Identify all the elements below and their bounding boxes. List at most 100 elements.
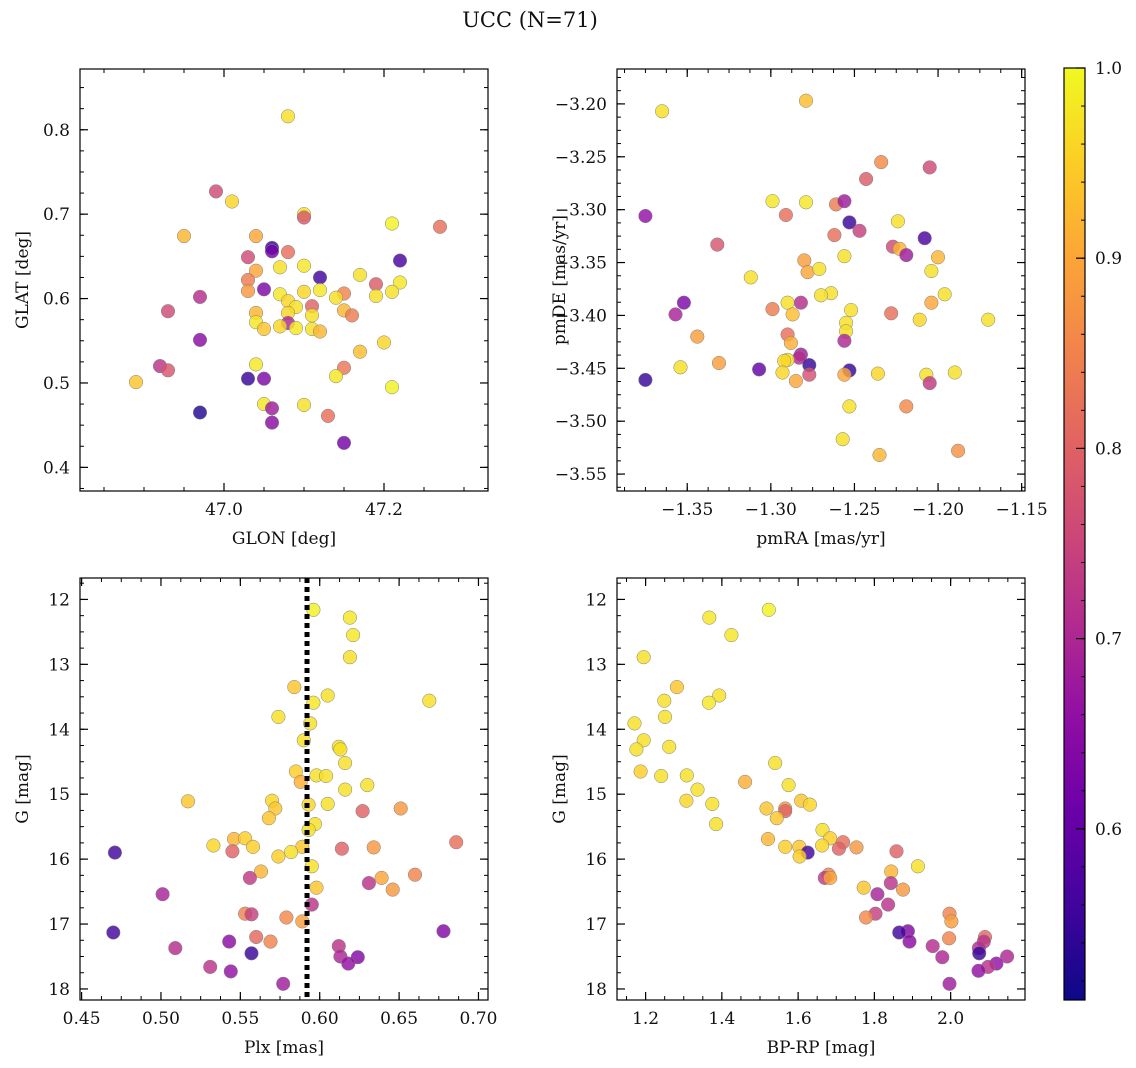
point-glon-glat: [392, 275, 408, 290]
point-plx-g: [436, 924, 451, 939]
point-cmd: [889, 844, 904, 859]
colorbar-tick-label: 0.8: [1095, 439, 1122, 459]
point-glon-glat: [392, 253, 408, 268]
point-pm: [859, 171, 874, 187]
x-tick-label: −1.20: [912, 500, 964, 520]
point-plx-g: [449, 835, 464, 850]
point-pm: [778, 207, 793, 223]
y-axis-label: pmDE [mas/yr]: [550, 215, 570, 345]
point-cmd: [883, 876, 898, 891]
point-pm: [844, 303, 859, 318]
point-glon-glat: [328, 290, 344, 305]
x-tick-label: 0.60: [301, 1009, 339, 1029]
point-glon-glat: [352, 267, 368, 282]
point-glon-glat: [432, 219, 448, 234]
point-plx-g: [284, 844, 299, 860]
point-pm: [890, 214, 905, 229]
point-plx-g: [320, 688, 335, 703]
point-cmd: [972, 946, 987, 961]
y-tick-label: 17: [585, 915, 607, 935]
x-tick-label: 47.0: [205, 500, 243, 520]
x-tick-label: −1.30: [745, 500, 797, 520]
point-cmd: [781, 778, 796, 793]
point-glon-glat: [248, 263, 264, 278]
point-plx-g: [293, 774, 308, 789]
point-pm: [827, 228, 842, 243]
point-glon-glat: [320, 408, 336, 423]
point-plx-g: [360, 778, 375, 793]
point-plx-g: [341, 956, 356, 971]
point-plx-g: [223, 964, 238, 979]
x-tick-label: 0.65: [380, 1009, 418, 1029]
point-plx-g: [306, 695, 321, 710]
point-pm: [951, 443, 966, 458]
point-plx-g: [385, 882, 400, 897]
point-glon-glat: [192, 405, 208, 420]
point-cmd: [849, 840, 864, 855]
point-cmd: [856, 880, 871, 895]
y-axis-label: G [mag]: [550, 754, 570, 823]
point-plx-g: [244, 907, 259, 922]
point-plx-g: [346, 628, 361, 643]
point-plx-g: [180, 794, 196, 809]
y-tick-label: −3.50: [555, 412, 607, 432]
point-pm: [752, 362, 767, 377]
point-cmd: [662, 739, 677, 754]
point-plx-g: [242, 870, 257, 885]
point-cmd: [633, 764, 648, 779]
point-plx-g: [222, 934, 237, 949]
y-tick-label: 0.8: [43, 121, 70, 141]
point-pm: [837, 249, 852, 264]
point-glon-glat: [288, 321, 304, 336]
point-glon-glat: [336, 435, 352, 450]
point-pm: [917, 231, 932, 246]
y-tick-label: 12: [585, 590, 607, 610]
point-pm: [870, 366, 885, 381]
point-cmd: [802, 797, 817, 812]
x-tick-label: 1.4: [708, 1009, 735, 1029]
point-glon-glat: [240, 250, 256, 265]
point-cmd: [702, 610, 717, 625]
point-cmd: [629, 742, 644, 757]
y-tick-label: −3.35: [555, 254, 607, 274]
axes-frame-pm: [616, 68, 1026, 492]
point-cmd: [690, 782, 705, 797]
point-pm: [785, 307, 800, 322]
point-cmd: [792, 849, 807, 864]
point-pm: [638, 372, 653, 387]
point-plx-g: [276, 976, 291, 991]
point-plx-g: [261, 811, 276, 826]
point-pm: [899, 399, 914, 414]
figure-title: UCC (N=71): [462, 8, 598, 32]
colorbar-tick-label: 0.6: [1095, 820, 1122, 840]
point-cmd: [657, 709, 673, 724]
point-cmd: [636, 650, 651, 665]
point-pm: [765, 302, 780, 317]
x-tick-label: 1.8: [861, 1009, 888, 1029]
point-cmd: [760, 831, 776, 847]
point-plx-g: [422, 693, 437, 708]
colorbar-tick-label: 0.9: [1095, 249, 1122, 269]
point-plx-g: [333, 742, 348, 757]
point-pm: [924, 263, 939, 279]
point-pm: [800, 265, 815, 280]
point-cmd: [942, 931, 957, 946]
point-glon-glat: [344, 308, 360, 323]
x-tick-label: 1.2: [632, 1009, 659, 1029]
point-plx-g: [225, 844, 240, 859]
point-plx-g: [107, 845, 122, 860]
y-tick-label: 15: [585, 785, 607, 805]
point-pm: [765, 194, 780, 209]
point-plx-g: [393, 801, 408, 816]
point-pm: [837, 333, 852, 348]
point-cmd: [769, 811, 784, 826]
point-glon-glat: [160, 363, 176, 378]
x-tick-label: 2.0: [937, 1009, 964, 1029]
point-pm: [711, 355, 727, 371]
point-pm: [981, 312, 996, 327]
point-glon-glat: [192, 332, 208, 347]
y-tick-label: 0.7: [43, 205, 70, 225]
point-glon-glat: [296, 397, 312, 412]
point-glon-glat: [312, 324, 328, 339]
point-glon-glat: [176, 229, 192, 244]
